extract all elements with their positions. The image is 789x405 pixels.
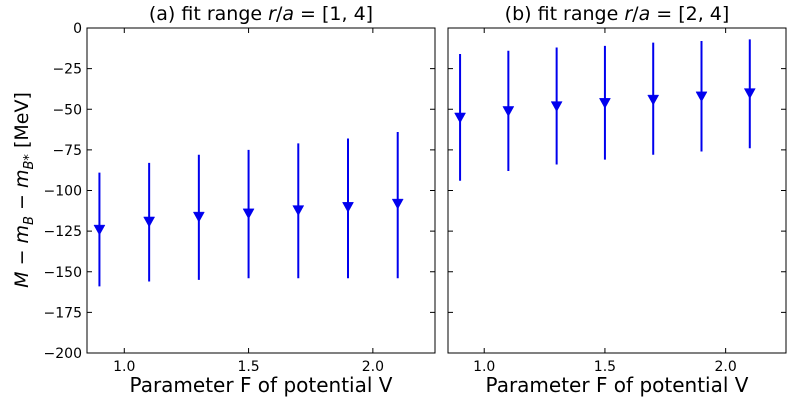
panel-a-xtick-label: 2.0	[362, 359, 384, 375]
panel-a-xlabel: Parameter F of potential V	[130, 373, 393, 397]
panel-a-ytick-label: −75	[52, 143, 82, 159]
panel-b-xtick-label: 1.5	[594, 359, 616, 375]
panel-b-frame	[447, 27, 787, 354]
panel-a-marker	[242, 208, 255, 220]
panel-b-marker	[502, 106, 515, 117]
panel-a-ytick-label: 0	[73, 21, 82, 37]
panel-a-axes: 1.0 1.5 2.0 0 −25 −50 −75 −100 −125 −150 −175 −200	[44, 21, 435, 375]
panel-b-marks	[454, 39, 756, 181]
panel-a-ytick-label: −100	[44, 184, 82, 200]
panel-b-marker	[599, 98, 611, 109]
panel-a-frame	[86, 27, 436, 354]
panel-a-title: (a) fit range r/a = [1, 4]	[149, 3, 373, 25]
panel-a-xtick-label: 1.5	[237, 359, 259, 375]
panel-a: (a) fit range r/a = [1, 4] Parameter F o…	[44, 3, 436, 397]
panel-b-xtick-label: 1.0	[473, 359, 495, 375]
panel-a-marker	[143, 216, 156, 228]
panel-b-xlabel: Parameter F of potential V	[486, 373, 749, 397]
panel-b: (b) fit range r/a = [2, 4] Parameter F o…	[447, 3, 787, 397]
panel-a-ytick-label: −200	[44, 346, 82, 362]
panel-b-marker	[743, 88, 756, 100]
panel-b-marker	[695, 91, 708, 103]
panel-a-marker	[192, 211, 205, 223]
panel-a-marker	[391, 198, 404, 210]
panel-a-ytick-label: −150	[44, 265, 82, 281]
panel-a-ytick-label: −50	[52, 102, 82, 118]
panel-b-marker	[550, 101, 563, 113]
panel-b-marker	[647, 94, 660, 106]
panel-b-xtick-label: 2.0	[715, 359, 737, 375]
panel-b-title: (b) fit range r/a = [2, 4]	[505, 3, 730, 25]
panel-a-marks	[93, 132, 404, 287]
panel-b-marker	[454, 112, 466, 124]
panel-a-ytick-label: −175	[44, 305, 82, 321]
panel-a-marker	[342, 202, 354, 213]
panel-b-axes: 1.0 1.5 2.0	[448, 27, 786, 375]
panel-a-ytick-label: −125	[44, 224, 82, 240]
panel-a-ytick-label: −25	[52, 62, 82, 78]
panel-a-xtick-label: 1.0	[113, 359, 135, 375]
y-axis-label: M − mB − mB* [MeV]	[11, 92, 37, 288]
panel-a-marker	[292, 205, 305, 217]
panel-a-marker	[93, 224, 106, 236]
